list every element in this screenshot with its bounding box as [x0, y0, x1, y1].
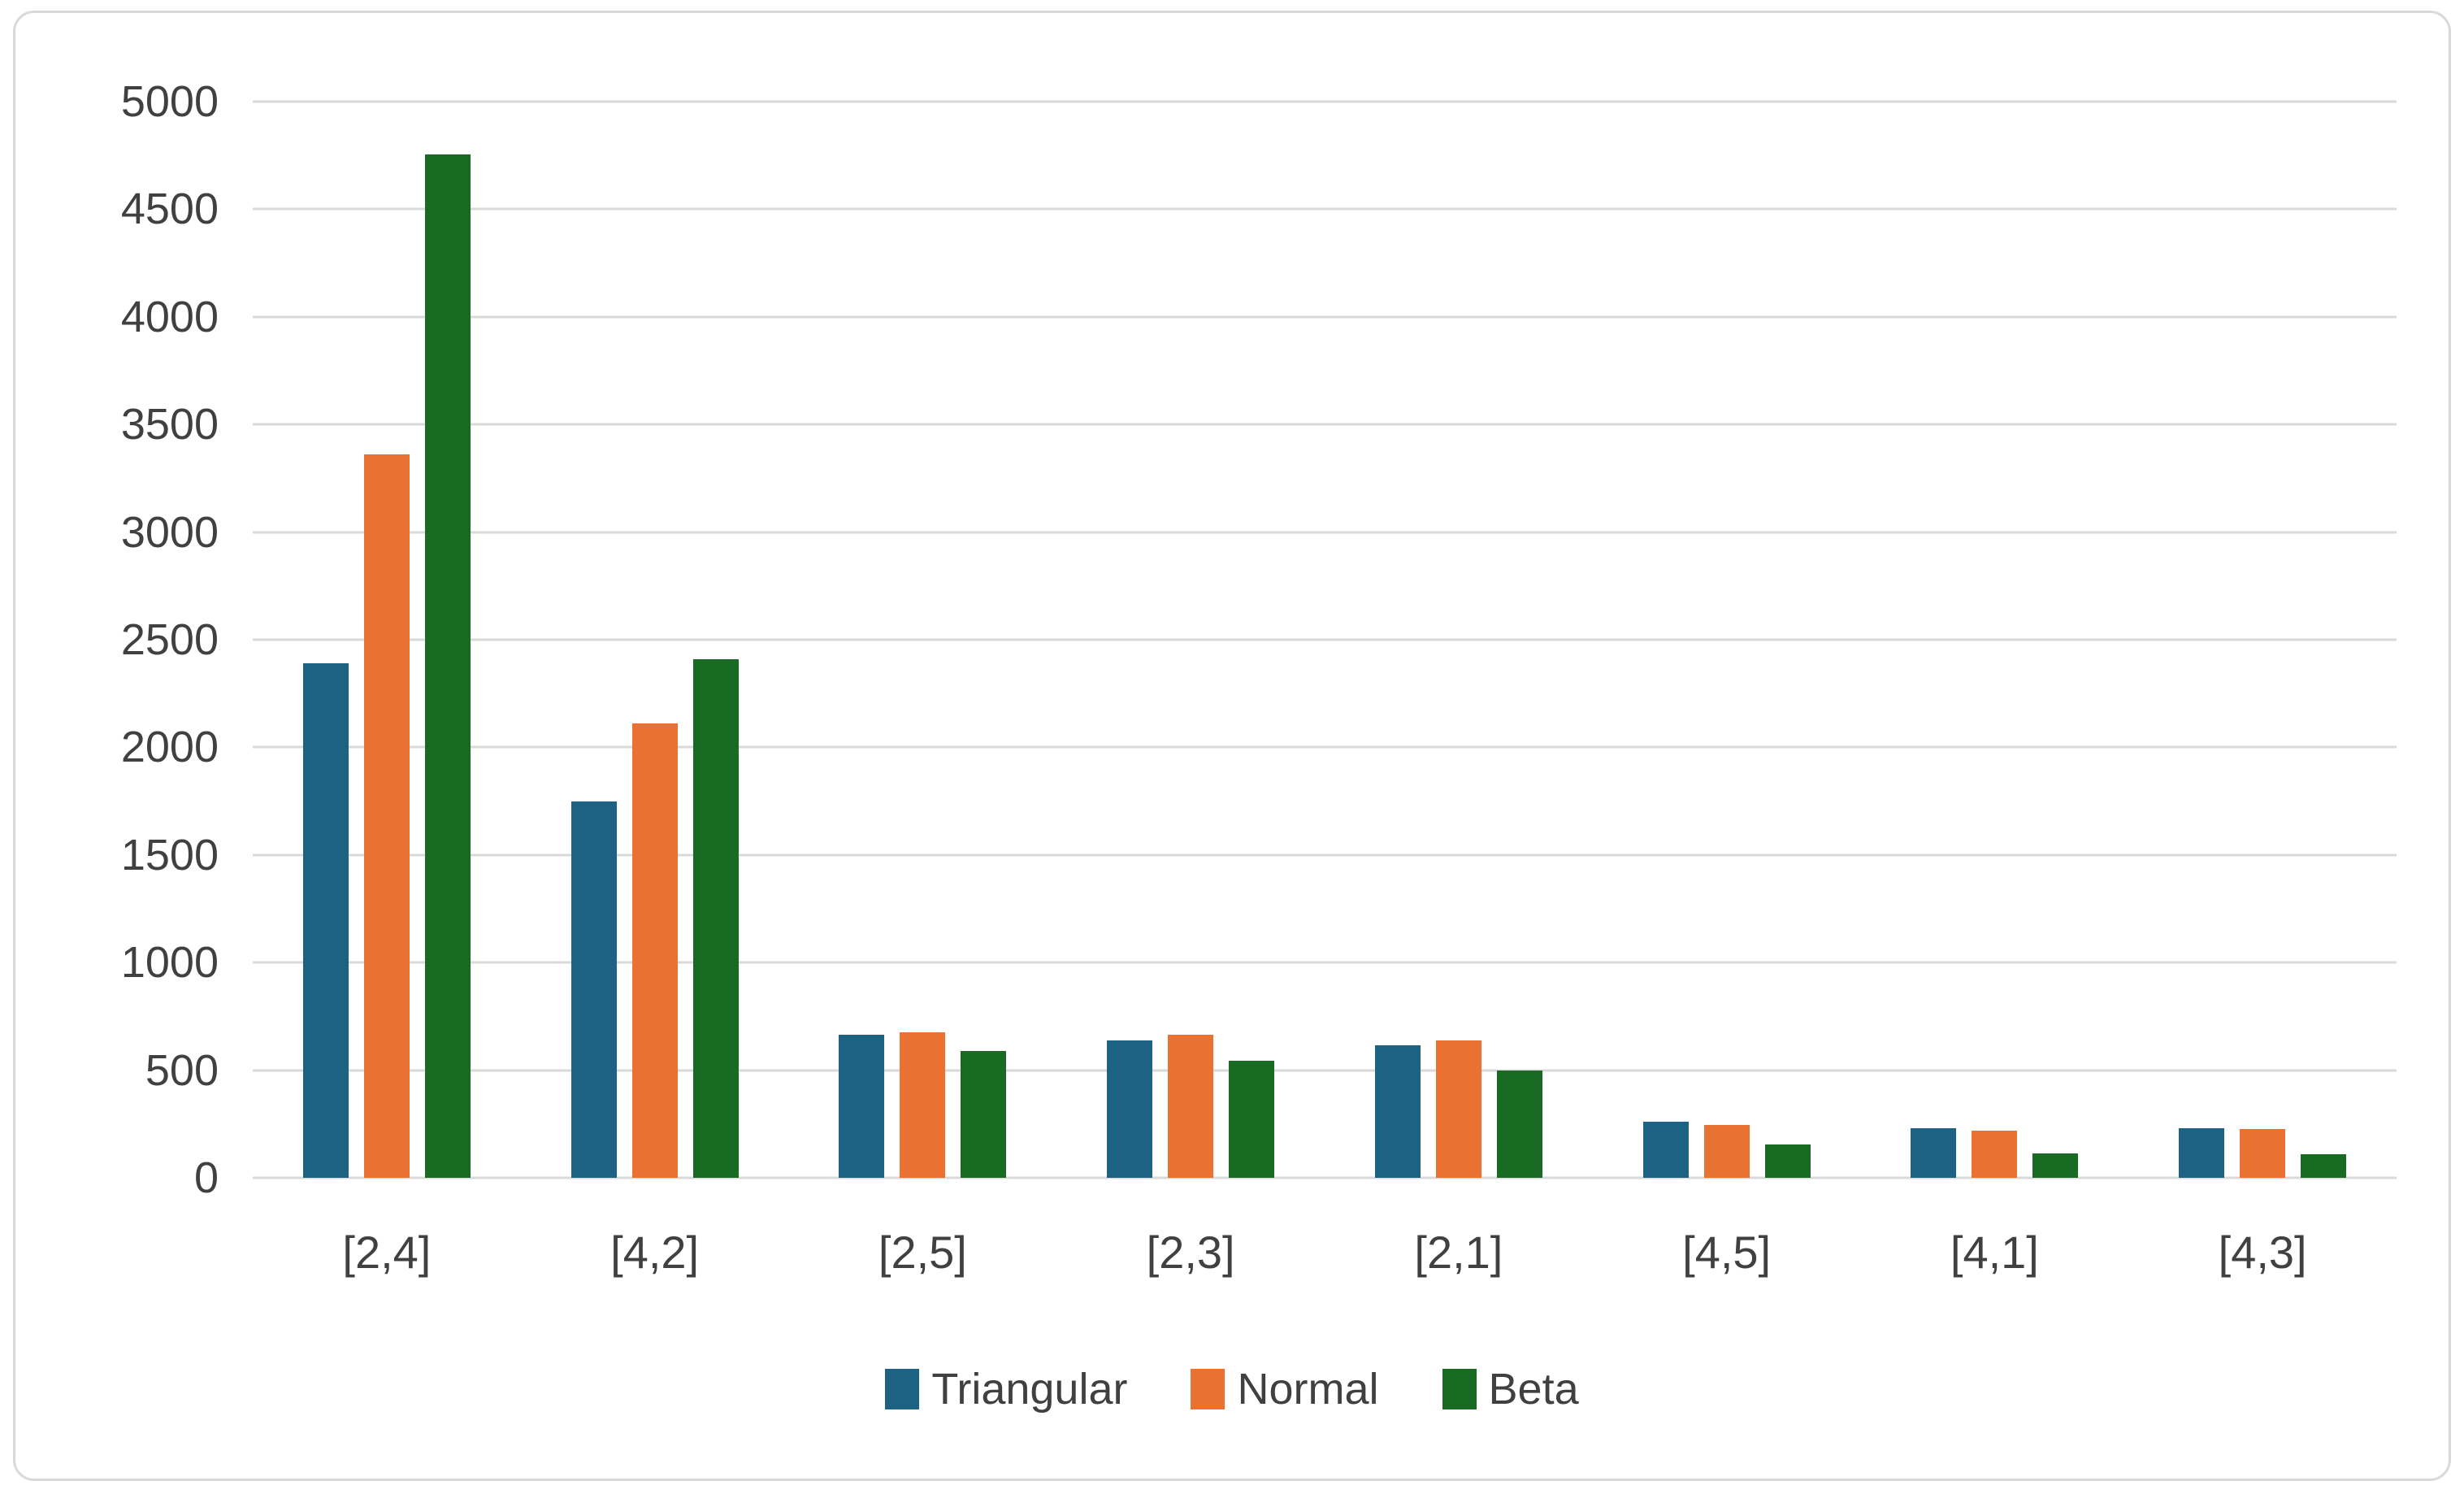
legend-marker-beta [1442, 1369, 1477, 1409]
gridline-0 [253, 1176, 2397, 1179]
y-tick-label-500: 500 [145, 1045, 219, 1095]
bar-group-2 [521, 102, 789, 1178]
x-axis-labels: [2,4] [4,2] [2,5] [2,3] [2,1] [4,5] [4,1] [4,3] [15, 13, 2449, 1479]
y-tick-label-4500: 4500 [120, 185, 219, 234]
gridline-1000 [253, 961, 2397, 964]
legend-label-beta: Beta [1488, 1365, 1579, 1414]
legend-marker-normal [1191, 1369, 1225, 1409]
bar-triangular-8 [2179, 1128, 2225, 1178]
bar-beta-1 [424, 154, 471, 1178]
x-category-label-4: [2,3] [1146, 1227, 1235, 1278]
bar-normal-3 [900, 1032, 946, 1178]
y-tick-label-1000: 1000 [120, 938, 219, 988]
bar-normal-4 [1168, 1034, 1214, 1178]
bar-triangular-7 [1911, 1128, 1957, 1178]
bar-beta-7 [2032, 1153, 2079, 1178]
bar-beta-5 [1496, 1070, 1542, 1178]
gridline-2000 [253, 745, 2397, 749]
chart-frame: 0 500 1000 1500 2000 2500 3000 3500 4000 4500 5000… [13, 11, 2451, 1481]
bar-group-7 [1861, 102, 2129, 1178]
gridline-4000 [253, 315, 2397, 319]
y-tick-label-2000: 2000 [120, 723, 219, 772]
x-category-label-7: [4,1] [1950, 1227, 2039, 1278]
bar-triangular-1 [302, 663, 349, 1178]
y-tick-label-4000: 4000 [120, 292, 219, 341]
bar-group-5 [1325, 102, 1593, 1178]
bar-normal-6 [1703, 1125, 1750, 1178]
bar-triangular-5 [1374, 1045, 1421, 1178]
bar-beta-3 [961, 1050, 1007, 1178]
legend-item-beta: Beta [1442, 1364, 1579, 1414]
legend: Triangular Normal Beta [15, 1364, 2449, 1414]
bar-beta-8 [2301, 1153, 2347, 1178]
legend-label-normal: Normal [1237, 1365, 1379, 1414]
plot-area [253, 100, 2397, 1179]
bar-triangular-3 [839, 1034, 885, 1178]
y-tick-label-5000: 5000 [120, 77, 219, 126]
bar-group-8 [2128, 102, 2397, 1178]
x-category-label-1: [2,4] [342, 1227, 432, 1278]
x-category-label-6: [4,5] [1682, 1227, 1772, 1278]
bar-beta-2 [692, 658, 739, 1178]
y-tick-label-3000: 3000 [120, 507, 219, 557]
bar-triangular-2 [570, 801, 617, 1178]
legend-item-triangular: Triangular [885, 1364, 1127, 1414]
bar-normal-7 [1972, 1130, 2018, 1178]
gridline-500 [253, 1069, 2397, 1072]
y-tick-label-0: 0 [193, 1153, 219, 1202]
gridline-5000 [253, 100, 2397, 103]
bar-triangular-6 [1642, 1122, 1689, 1178]
x-category-label-2: [4,2] [610, 1227, 700, 1278]
bar-beta-6 [1764, 1144, 1811, 1178]
bar-normal-1 [363, 454, 410, 1178]
x-category-label-3: [2,5] [878, 1227, 967, 1278]
bar-group-4 [1056, 102, 1325, 1178]
x-category-label-8: [4,3] [2218, 1227, 2307, 1278]
legend-label-triangular: Triangular [931, 1365, 1128, 1414]
gridline-3000 [253, 531, 2397, 534]
legend-item-normal: Normal [1191, 1364, 1379, 1414]
bar-triangular-4 [1107, 1040, 1153, 1178]
y-axis-labels: 0 500 1000 1500 2000 2500 3000 3500 4000 4500 5000 [15, 13, 219, 1479]
bar-normal-8 [2240, 1129, 2286, 1178]
y-tick-label-2500: 2500 [120, 615, 219, 664]
gridline-4500 [253, 207, 2397, 211]
bar-normal-2 [631, 723, 678, 1178]
gridline-3500 [253, 423, 2397, 426]
y-tick-label-1500: 1500 [120, 830, 219, 879]
legend-marker-triangular [885, 1369, 920, 1409]
y-tick-label-3500: 3500 [120, 400, 219, 450]
gridline-1500 [253, 853, 2397, 857]
bar-normal-5 [1435, 1040, 1481, 1178]
gridline-2500 [253, 638, 2397, 641]
bar-beta-4 [1229, 1060, 1275, 1178]
bar-group-6 [1593, 102, 1861, 1178]
x-category-label-5: [2,1] [1414, 1227, 1503, 1278]
bar-group-3 [789, 102, 1057, 1178]
bar-group-1 [253, 102, 521, 1178]
